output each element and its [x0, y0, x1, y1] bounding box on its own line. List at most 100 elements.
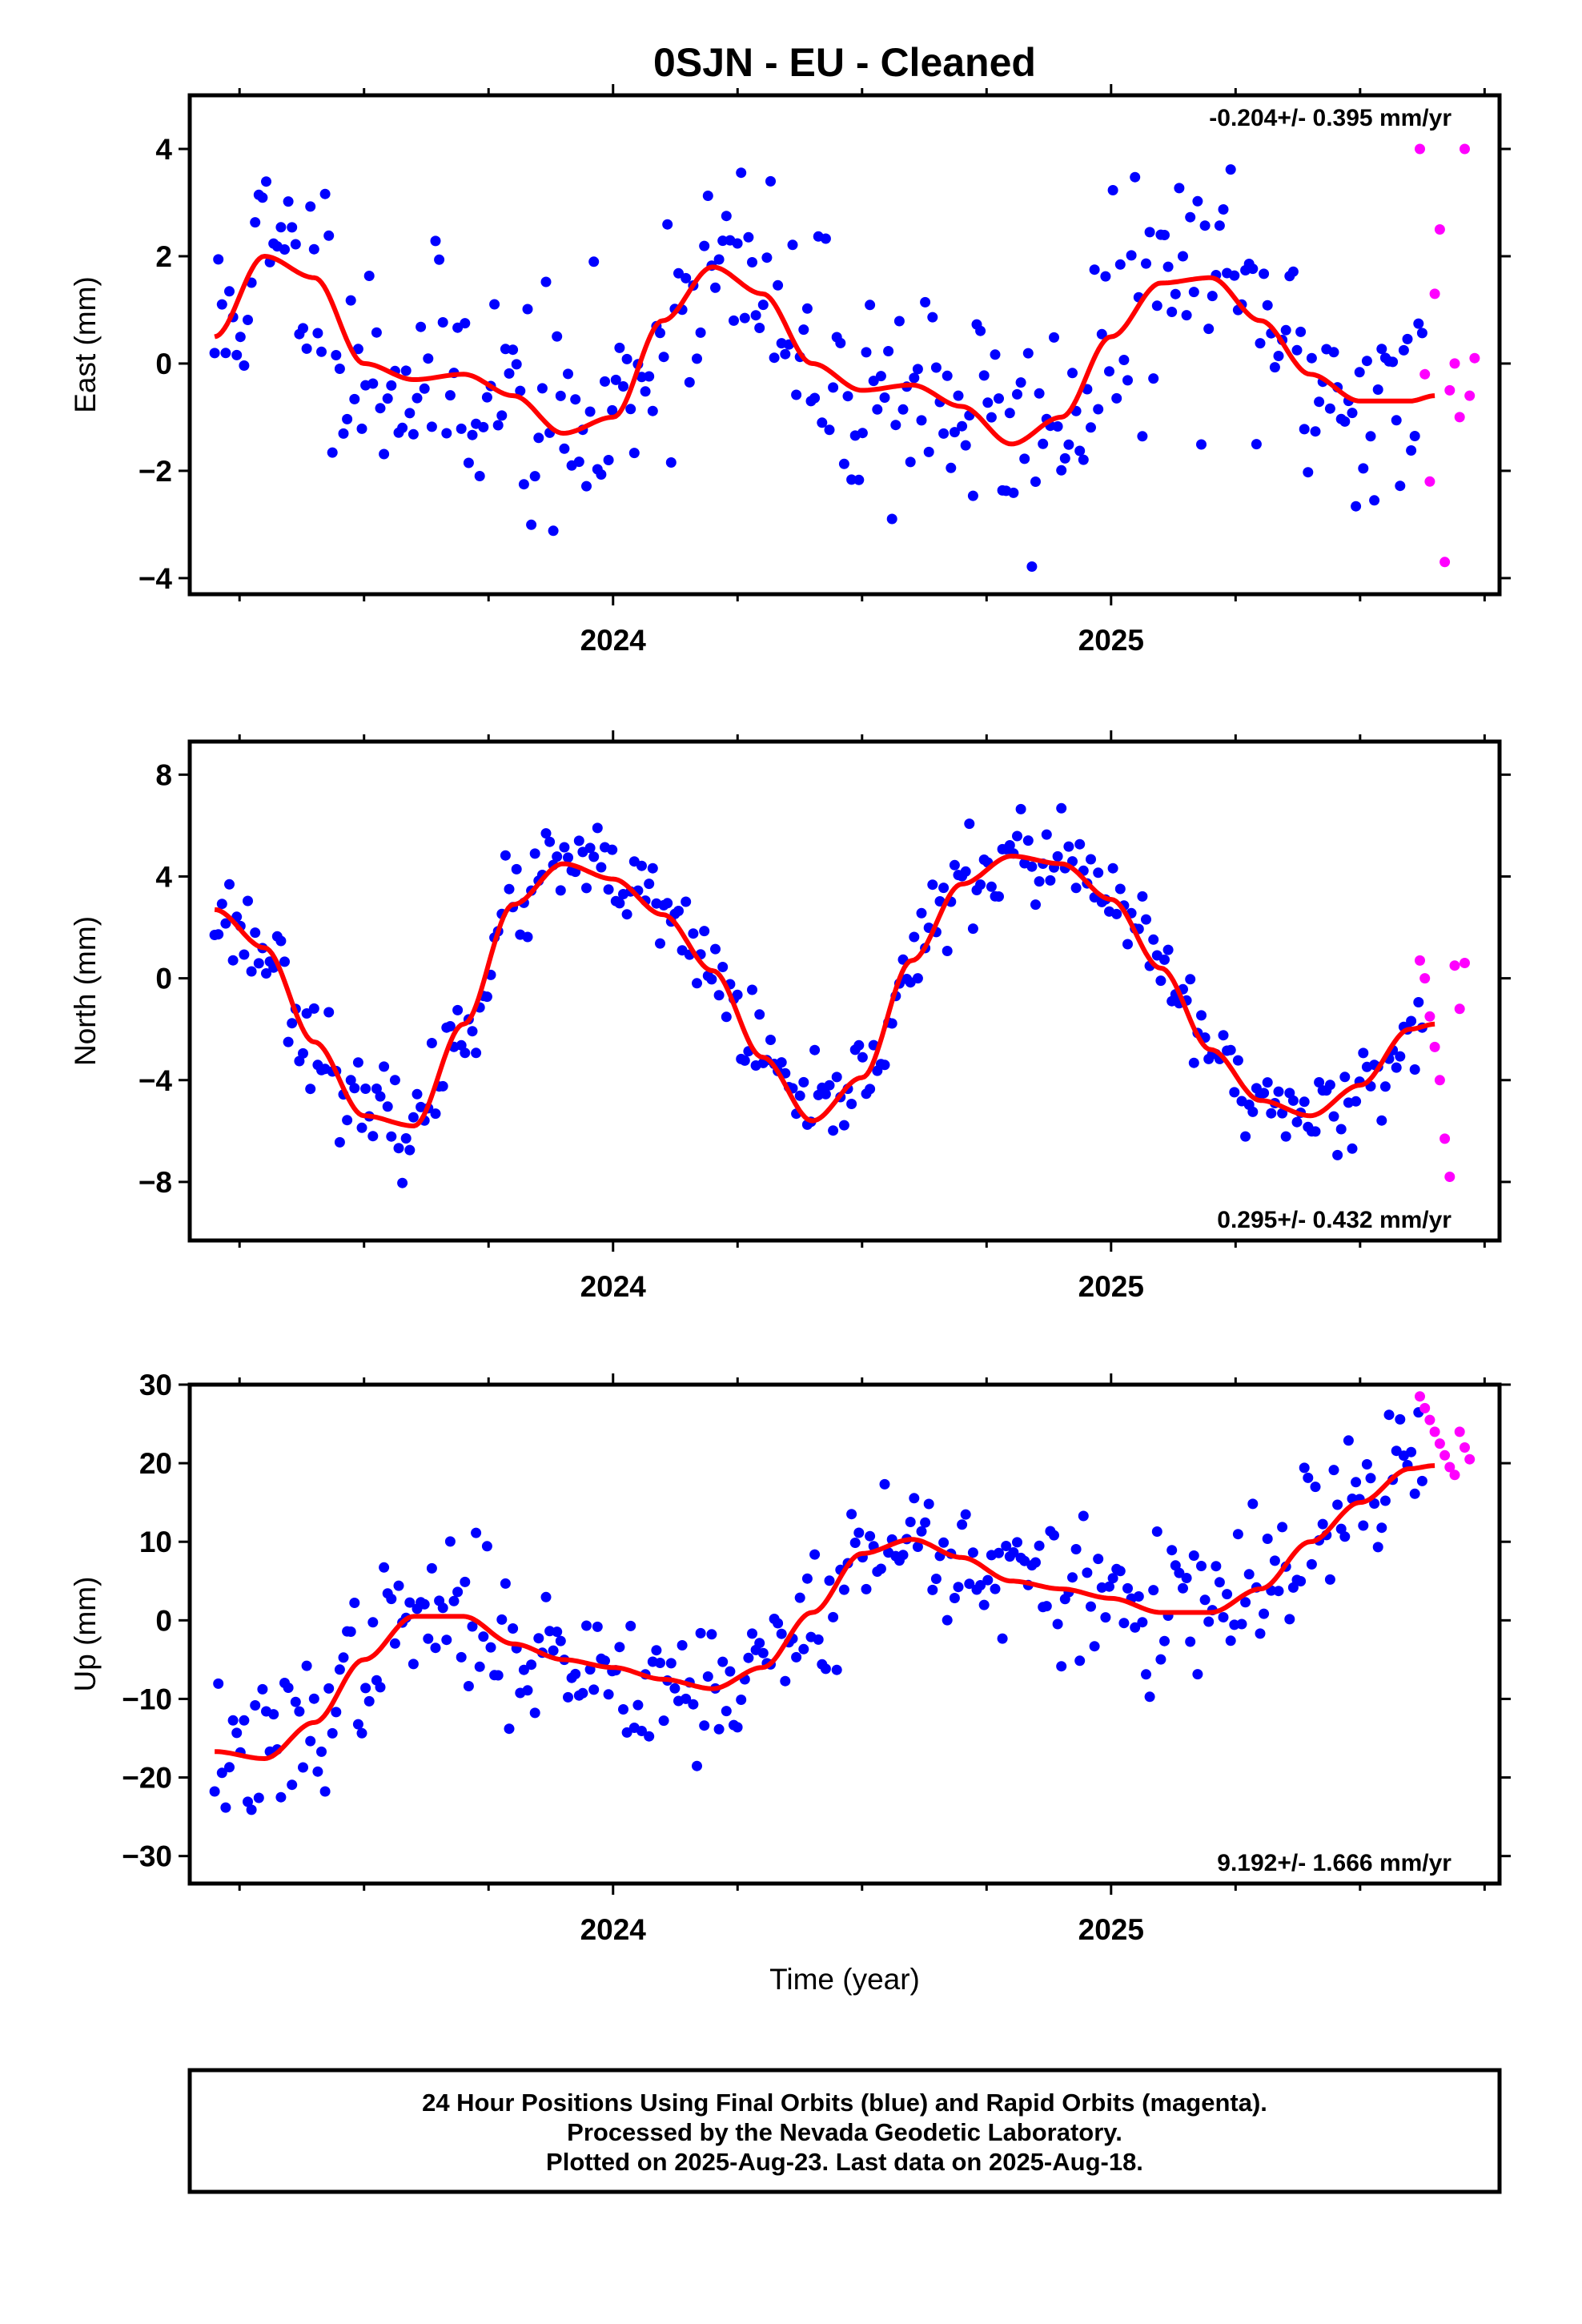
final-orbit-point: [1056, 802, 1067, 814]
final-orbit-point: [780, 1675, 791, 1687]
final-orbit-point: [1078, 1510, 1089, 1522]
final-orbit-point: [316, 346, 327, 357]
final-orbit-point: [456, 423, 467, 434]
final-orbit-point: [824, 424, 835, 436]
final-orbit-point: [897, 404, 909, 415]
final-orbit-point: [1269, 362, 1280, 373]
final-orbit-point: [747, 257, 757, 267]
final-orbit-point: [227, 955, 239, 966]
final-orbit-point: [923, 446, 934, 457]
final-orbit-point: [360, 1683, 371, 1694]
final-orbit-point: [787, 239, 798, 251]
final-orbit-point: [257, 192, 268, 203]
final-orbit-point: [1347, 1143, 1358, 1154]
final-orbit-point: [1339, 1072, 1351, 1083]
final-orbit-point: [1247, 263, 1259, 275]
final-orbit-point: [1351, 1096, 1362, 1107]
final-orbit-point: [216, 899, 227, 910]
final-orbit-point: [287, 1779, 298, 1791]
final-orbit-point: [1255, 1628, 1266, 1639]
final-orbit-point: [419, 1598, 430, 1610]
x-tick-label: 2025: [1078, 624, 1144, 657]
final-orbit-point: [1114, 259, 1126, 270]
y-tick-label: 4: [155, 860, 172, 893]
final-orbit-point: [1093, 404, 1104, 415]
final-orbit-point: [581, 480, 592, 492]
final-orbit-point: [268, 1709, 279, 1720]
final-orbit-point: [1287, 266, 1299, 277]
final-orbit-point: [938, 1537, 950, 1548]
final-orbit-point: [209, 348, 220, 359]
final-orbit-point: [298, 323, 308, 334]
final-orbit-point: [1118, 355, 1130, 365]
final-orbit-point: [916, 1526, 927, 1537]
final-orbit-point: [323, 230, 335, 241]
final-orbit-point: [1379, 1081, 1391, 1092]
rapid-orbit-point: [1439, 1449, 1451, 1461]
final-orbit-point: [540, 828, 552, 839]
final-orbit-point: [481, 392, 492, 403]
final-orbit-point: [1255, 338, 1266, 349]
final-orbit-point: [1391, 415, 1402, 426]
final-orbit-point: [905, 456, 916, 468]
final-orbit-point: [732, 989, 743, 1000]
final-orbit-point: [308, 1693, 319, 1704]
final-orbit-point: [717, 1656, 729, 1667]
final-orbit-point: [526, 1659, 537, 1671]
final-orbit-point: [614, 342, 625, 353]
y-tick-label: 0: [155, 1604, 172, 1637]
final-orbit-point: [994, 393, 1004, 404]
final-orbit-point: [1262, 300, 1273, 311]
final-orbit-point: [283, 1036, 294, 1047]
final-orbit-point: [618, 381, 628, 392]
final-orbit-point: [1218, 1030, 1229, 1041]
final-orbit-point: [430, 1108, 441, 1120]
y-tick-label: −2: [139, 455, 172, 488]
final-orbit-point: [338, 1652, 349, 1663]
final-orbit-point: [489, 299, 500, 310]
final-orbit-point: [916, 907, 927, 919]
final-orbit-point: [352, 1057, 363, 1068]
final-orbit-point: [1303, 1472, 1314, 1483]
final-orbit-point: [511, 863, 522, 875]
final-orbit-point: [552, 851, 563, 862]
final-orbit-point: [552, 1626, 563, 1638]
final-orbit-point: [669, 1683, 681, 1694]
final-orbit-point: [920, 1517, 931, 1528]
final-orbit-point: [975, 1580, 986, 1590]
final-orbit-point: [1118, 1618, 1130, 1629]
final-orbit-point: [644, 371, 655, 382]
final-orbit-point: [430, 235, 441, 247]
final-orbit-point: [559, 842, 570, 853]
points-north: [209, 802, 1470, 1188]
final-orbit-point: [875, 371, 886, 382]
final-orbit-point: [563, 852, 573, 863]
final-orbit-point: [437, 317, 448, 328]
final-orbit-point: [323, 1007, 335, 1018]
final-orbit-point: [1030, 899, 1041, 911]
final-orbit-point: [975, 325, 986, 336]
final-orbit-point: [1122, 1582, 1133, 1594]
final-orbit-point: [518, 1664, 529, 1675]
final-orbit-point: [250, 1700, 261, 1711]
final-orbit-point: [695, 1627, 706, 1638]
final-orbit-point: [990, 349, 1001, 360]
final-orbit-point: [1052, 850, 1063, 862]
final-orbit-point: [761, 252, 773, 263]
final-orbit-point: [1185, 211, 1196, 223]
final-orbit-point: [416, 321, 427, 332]
rapid-orbit-point: [1415, 143, 1425, 155]
final-orbit-point: [1159, 230, 1170, 240]
final-orbit-point: [367, 378, 379, 389]
final-orbit-point: [1416, 1475, 1427, 1486]
final-orbit-point: [1324, 403, 1335, 414]
final-orbit-point: [363, 271, 375, 281]
final-orbit-point: [404, 1597, 416, 1608]
final-orbit-point: [1287, 1095, 1299, 1106]
final-orbit-point: [496, 410, 508, 421]
final-orbit-point: [342, 413, 353, 424]
final-orbit-point: [621, 909, 632, 920]
final-orbit-point: [725, 1666, 736, 1677]
footer-line-2: Processed by the Nevada Geodetic Laborat…: [567, 2118, 1122, 2146]
final-orbit-point: [647, 862, 658, 874]
